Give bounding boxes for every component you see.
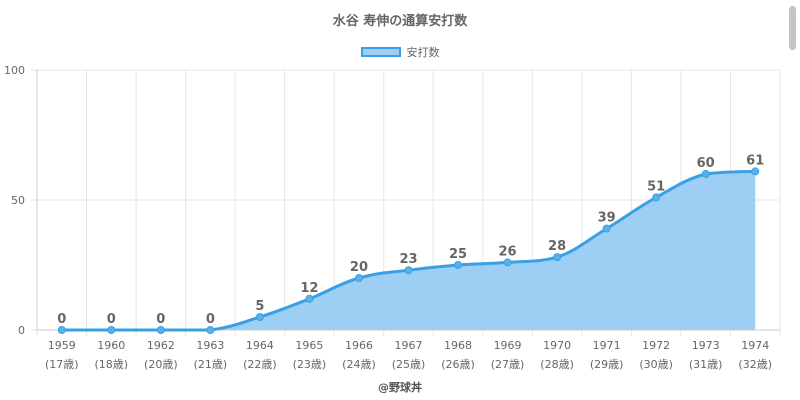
x-tick-sublabel: (20歳)	[144, 358, 178, 371]
x-tick-label: 1967	[395, 339, 423, 352]
data-label: 39	[598, 211, 616, 226]
x-tick-sublabel: (27歳)	[491, 358, 525, 371]
data-point	[404, 266, 413, 275]
y-tick-label: 0	[18, 324, 25, 337]
data-label: 25	[449, 247, 467, 262]
x-tick-sublabel: (23歳)	[293, 358, 327, 371]
data-point	[156, 326, 165, 334]
x-tick-label: 1969	[494, 339, 522, 352]
data-point	[503, 258, 512, 267]
data-point	[305, 294, 314, 303]
data-label: 0	[156, 312, 165, 327]
x-tick-sublabel: (24歳)	[342, 358, 376, 371]
legend-swatch	[360, 47, 401, 57]
x-tick-sublabel: (25歳)	[392, 358, 426, 371]
data-point	[354, 274, 363, 282]
data-label: 12	[300, 281, 318, 296]
data-point	[107, 326, 116, 334]
x-tick-sublabel: (26歳)	[441, 358, 475, 371]
x-tick-label: 1963	[196, 339, 224, 352]
scrollbar[interactable]	[789, 6, 796, 50]
x-tick-label: 1973	[692, 339, 720, 352]
data-label: 51	[647, 179, 665, 194]
x-tick-sublabel: (31歳)	[689, 358, 723, 371]
data-label: 0	[206, 312, 215, 327]
x-tick-label: 1974	[741, 339, 769, 352]
data-label: 26	[499, 244, 517, 259]
data-point	[652, 193, 661, 202]
x-tick-sublabel: (22歳)	[243, 358, 277, 371]
legend[interactable]: 安打数	[0, 44, 800, 60]
x-tick-sublabel: (32歳)	[738, 358, 772, 371]
x-tick-label: 1970	[543, 339, 571, 352]
data-point	[602, 224, 611, 233]
data-label: 28	[548, 239, 566, 254]
x-tick-sublabel: (18歳)	[95, 358, 129, 371]
x-tick-sublabel: (30歳)	[639, 358, 673, 371]
x-tick-label: 1959	[48, 339, 76, 352]
x-tick-label: 1972	[642, 339, 670, 352]
data-point	[454, 261, 463, 269]
x-tick-label: 1960	[97, 339, 125, 352]
credit: @野球丼	[378, 381, 422, 394]
x-tick-label: 1964	[246, 339, 274, 352]
chart-title: 水谷 寿伸の通算安打数	[332, 14, 468, 29]
data-point	[701, 170, 710, 178]
data-point	[751, 167, 760, 176]
y-tick-label: 100	[4, 64, 25, 77]
data-label: 5	[255, 299, 264, 314]
x-tick-sublabel: (28歳)	[540, 358, 574, 371]
x-tick-label: 1971	[593, 339, 621, 352]
data-label: 60	[697, 156, 715, 171]
data-label: 0	[107, 312, 116, 327]
x-tick-label: 1968	[444, 339, 472, 352]
data-label: 61	[746, 153, 764, 168]
data-point	[57, 326, 66, 334]
data-label: 23	[399, 252, 417, 267]
x-tick-label: 1965	[295, 339, 323, 352]
series-area	[61, 171, 756, 330]
legend-label: 安打数	[406, 46, 440, 59]
x-tick-label: 1966	[345, 339, 373, 352]
x-tick-sublabel: (21歳)	[194, 358, 228, 371]
x-tick-sublabel: (17歳)	[45, 358, 79, 371]
y-tick-label: 50	[11, 194, 25, 207]
data-label: 20	[350, 260, 368, 275]
x-tick-sublabel: (29歳)	[590, 358, 624, 371]
x-tick-label: 1962	[147, 339, 175, 352]
data-label: 0	[57, 312, 66, 327]
data-point	[206, 326, 215, 334]
data-point	[255, 313, 264, 321]
data-point	[553, 253, 562, 262]
